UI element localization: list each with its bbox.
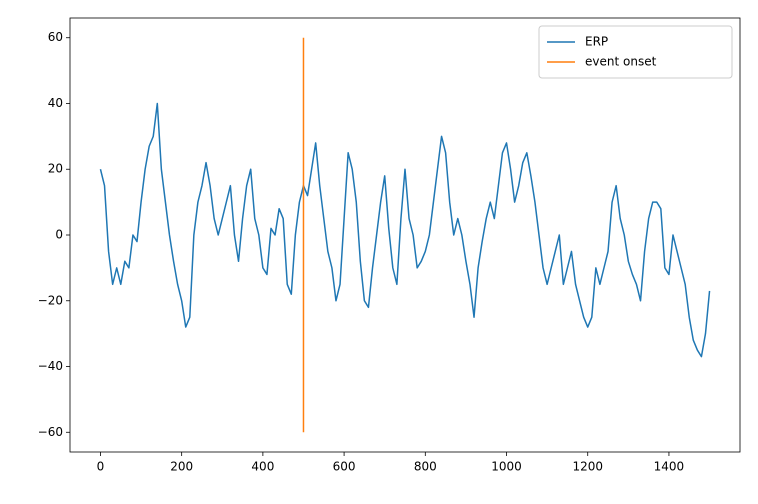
x-tick-label: 400 [251,460,274,474]
x-tick-label: 1400 [654,460,685,474]
x-tick-label: 1200 [572,460,603,474]
y-tick-label: 20 [48,162,63,176]
legend-label: ERP [585,35,608,49]
x-tick-label: 600 [333,460,356,474]
x-tick-label: 0 [97,460,105,474]
axes-frame [69,17,741,453]
y-tick-label: −60 [38,425,63,439]
x-tick-label: 200 [170,460,193,474]
y-tick-label: −40 [38,359,63,373]
y-tick-label: 0 [55,228,63,242]
y-tick-label: 60 [48,30,63,44]
x-tick-label: 1000 [491,460,522,474]
plot-area [70,18,740,452]
y-tick-label: 40 [48,96,63,110]
legend-label: event onset [585,55,657,69]
legend-box [538,25,733,79]
data-line [99,102,711,358]
y-tick-label: −20 [38,293,63,307]
x-tick-label: 800 [414,460,437,474]
